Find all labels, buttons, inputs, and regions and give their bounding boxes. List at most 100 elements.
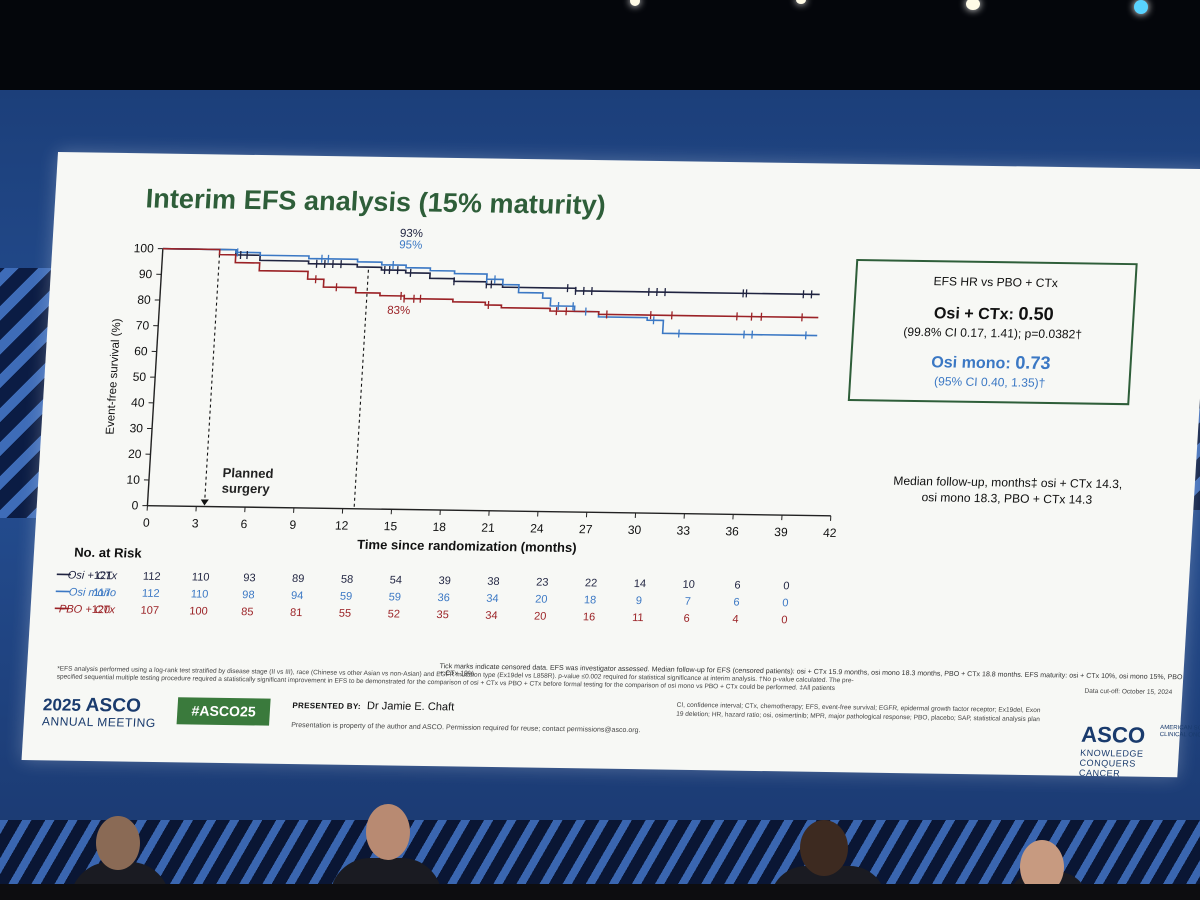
- x-tick-label: 27: [579, 522, 594, 536]
- x-tick-label: 33: [676, 524, 691, 538]
- property-note: Presentation is property of the author a…: [290, 721, 641, 735]
- y-tick-label: 30: [129, 421, 144, 435]
- slide-card: Interim EFS analysis (15% maturity) 0 10 2…: [21, 152, 1200, 779]
- risk-cell: 112: [142, 588, 160, 600]
- x-tick-label: 0: [143, 516, 151, 530]
- risk-cell: 59: [340, 591, 353, 603]
- projected-slide: Interim EFS analysis (15% maturity) 0 10 2…: [21, 152, 1200, 780]
- risk-table-title: No. at Risk: [74, 545, 143, 561]
- y-tick-label: 60: [134, 344, 149, 358]
- x-tick-label: 18: [432, 520, 447, 534]
- y-tick-label: 20: [128, 447, 143, 461]
- hr-osi-mono-value: 0.73: [1014, 352, 1052, 373]
- x-tick-label: 3: [191, 516, 199, 530]
- chart-annotation: Planned: [222, 465, 274, 481]
- risk-cell: 36: [437, 592, 450, 604]
- risk-cell: 94: [291, 590, 304, 602]
- reference-lines: [200, 254, 369, 509]
- risk-row-name: Osi + CTx: [67, 570, 118, 583]
- risk-cell: 23: [536, 577, 549, 589]
- risk-cell: 81: [290, 607, 303, 619]
- presenter-name: Dr Jamie E. Chaft: [366, 700, 455, 714]
- hr-osi-mono: Osi mono: 0.73: [852, 350, 1131, 375]
- chart-annotation: 95%: [399, 239, 423, 251]
- risk-cell: 110: [190, 588, 208, 600]
- risk-cell: 14: [633, 578, 646, 590]
- stage-light: [1134, 0, 1148, 14]
- meeting-year: 2025: [42, 695, 82, 715]
- asco-logo-subtitle: AMERICAN SOCIETY OF CLINICAL ONCOLOGY: [1159, 724, 1200, 739]
- x-tick-label: 39: [774, 525, 789, 539]
- abbreviations: CI, confidence interval; CTx, chemothera…: [676, 701, 1041, 723]
- risk-cell: 7: [684, 596, 691, 608]
- risk-row-name: Osi mono: [68, 587, 116, 600]
- panelist-head: [800, 820, 848, 876]
- presented-by-label: PRESENTED BY:: [292, 700, 362, 712]
- risk-cell: 58: [341, 574, 354, 586]
- chart-annotation: 83%: [387, 305, 411, 317]
- risk-cell: 22: [585, 577, 598, 589]
- risk-cell: 52: [387, 608, 400, 620]
- risk-cell: 38: [487, 576, 500, 588]
- hr-box-title: EFS HR vs PBO + CTx: [933, 274, 1059, 291]
- surgery-arrow: [200, 499, 209, 506]
- x-tick-label: 42: [823, 526, 838, 540]
- risk-cell: 6: [733, 597, 740, 609]
- risk-cell: 121: [93, 570, 112, 582]
- risk-cell: 0: [781, 614, 788, 626]
- risk-cell: 6: [734, 580, 741, 592]
- risk-cell: 11: [632, 612, 644, 624]
- x-tick-label: 30: [627, 523, 642, 537]
- risk-cell: 0: [782, 597, 789, 609]
- x-axis-title: Time since randomization (months): [357, 537, 577, 555]
- risk-cell: 100: [189, 605, 208, 617]
- risk-cell: 0: [783, 580, 790, 592]
- asco-tagline: KNOWLEDGE CONQUERS CANCER: [1078, 747, 1144, 779]
- median-followup: Median follow-up, months‡ osi + CTx 14.3…: [892, 473, 1123, 507]
- risk-cell: 93: [243, 572, 256, 584]
- risk-cell: 18: [584, 594, 597, 606]
- censor-marks: [236, 248, 813, 340]
- risk-row-name: PBO + CTx: [59, 603, 116, 616]
- km-curve-osi_ctx: [162, 247, 820, 296]
- x-tick-label: 12: [335, 519, 350, 533]
- risk-cell: 110: [191, 571, 209, 583]
- y-tick-label: 40: [131, 396, 146, 410]
- hr-osi-ctx-label: Osi + CTx:: [933, 305, 1019, 324]
- risk-cell: 39: [438, 575, 451, 587]
- ceiling-area: [0, 0, 1200, 95]
- y-tick-label: 70: [135, 318, 150, 332]
- risk-cell: 112: [143, 571, 161, 583]
- meeting-subtitle: ANNUAL MEETING: [41, 714, 157, 730]
- panelist-head: [366, 804, 410, 860]
- risk-cell: 59: [388, 591, 401, 603]
- y-axis-title: Event-free survival (%): [104, 318, 123, 434]
- meeting-name: ASCO: [85, 694, 142, 717]
- y-tick-label: 10: [126, 473, 141, 487]
- risk-cell: 35: [436, 609, 449, 621]
- asco-logo: ASCO: [1080, 721, 1146, 748]
- reference-line: [203, 254, 221, 507]
- chart-annotation: 93%: [400, 228, 424, 240]
- risk-cell: 89: [292, 573, 305, 585]
- x-tick-label: 24: [530, 521, 545, 535]
- hr-osi-ctx-value: 0.50: [1017, 303, 1055, 324]
- risk-cell: 6: [683, 613, 690, 625]
- risk-cell: 4: [732, 614, 739, 626]
- hr-osi-ctx-ci: (99.8% CI 0.17, 1.41); p=0.0382†: [902, 324, 1083, 342]
- y-tick-label: 90: [138, 267, 153, 281]
- risk-cell: 107: [140, 605, 159, 617]
- reference-line: [353, 269, 369, 509]
- x-tick-label: 9: [289, 518, 297, 532]
- risk-cell: 117: [93, 587, 111, 599]
- y-tick-label: 100: [133, 241, 154, 255]
- risk-cell: 20: [534, 611, 547, 623]
- stage-light: [796, 0, 806, 4]
- x-tick-label: 36: [725, 524, 740, 538]
- presenter-line: PRESENTED BY: Dr Jamie E. Chaft: [292, 699, 455, 714]
- risk-cell: 34: [485, 610, 498, 622]
